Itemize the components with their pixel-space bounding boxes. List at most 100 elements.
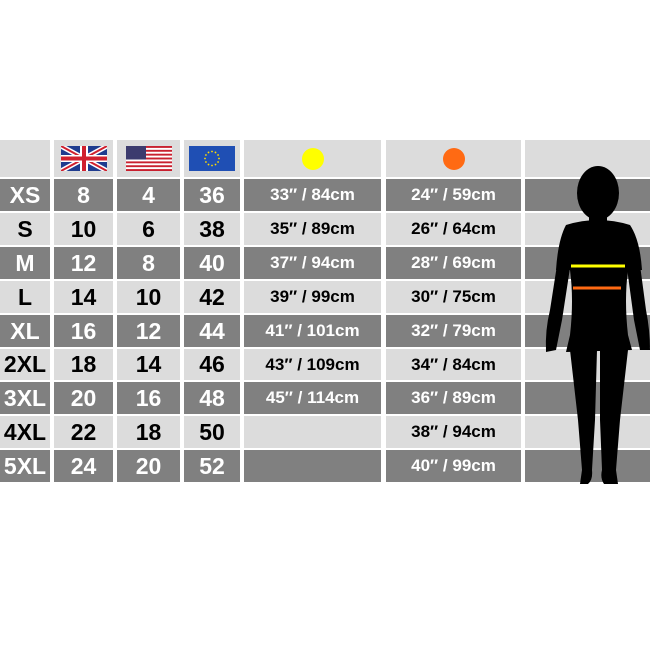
waist-cell-text: 28″ / 69cm xyxy=(411,253,496,272)
eu-cell: 40 xyxy=(184,247,240,279)
eu-cell: 38 xyxy=(184,213,240,245)
uk-cell: 22 xyxy=(54,416,113,448)
waist-cell-text: 38″ / 94cm xyxy=(411,422,496,441)
header-cell xyxy=(386,140,521,177)
bust-cell: 37″ / 94cm xyxy=(244,247,381,279)
us-cell: 4 xyxy=(117,179,180,211)
uk-cell: 14 xyxy=(54,281,113,313)
uk-flag-icon xyxy=(60,146,107,171)
bust-cell: 43″ / 109cm xyxy=(244,349,381,380)
eu-cell-text: 52 xyxy=(199,452,225,479)
waist-cell: 30″ / 75cm xyxy=(386,281,521,313)
us-cell: 10 xyxy=(117,281,180,313)
uk-cell-text: 14 xyxy=(70,283,97,310)
bust-cell: 41″ / 101cm xyxy=(244,315,381,347)
size-cell-text: 3XL xyxy=(3,384,47,411)
bust-cell-text: 33″ / 84cm xyxy=(270,185,355,204)
eu-cell-text: 50 xyxy=(199,418,225,445)
eu-cell-text: 38 xyxy=(199,215,225,242)
bust-cell: 33″ / 84cm xyxy=(244,179,381,211)
eu-cell: 50 xyxy=(184,416,240,448)
size-cell-text: L xyxy=(17,283,33,310)
uk-cell-text: 16 xyxy=(70,317,97,344)
uk-cell-text: 8 xyxy=(77,181,90,208)
us-cell-text: 8 xyxy=(142,249,155,276)
bust-cell-text: 35″ / 89cm xyxy=(270,219,355,238)
size-cell: S xyxy=(0,213,50,245)
us-cell: 14 xyxy=(117,349,180,380)
us-cell-text: 10 xyxy=(135,283,162,310)
eu-cell: 42 xyxy=(184,281,240,313)
bust-cell-text: 41″ / 101cm xyxy=(265,321,360,340)
bust-cell: 39″ / 99cm xyxy=(244,281,381,313)
waist-cell: 34″ / 84cm xyxy=(386,349,521,380)
eu-cell-text: 42 xyxy=(199,283,225,310)
eu-cell: 36 xyxy=(184,179,240,211)
us-cell-text: 16 xyxy=(135,384,162,411)
eu-cell: 52 xyxy=(184,450,240,482)
header-cell xyxy=(244,140,381,177)
size-cell-text: S xyxy=(17,215,33,242)
bust-cell-text: 37″ / 94cm xyxy=(270,253,355,272)
waist-cell: 32″ / 79cm xyxy=(386,315,521,347)
waist-cell: 40″ / 99cm xyxy=(386,450,521,482)
orange-dot-icon xyxy=(442,147,465,170)
us-cell: 6 xyxy=(117,213,180,245)
waist-cell-text: 30″ / 75cm xyxy=(411,287,496,306)
bust-cell-text: 45″ / 114cm xyxy=(265,388,360,407)
us-cell-text: 20 xyxy=(135,452,162,479)
waist-cell-text: 34″ / 84cm xyxy=(411,354,496,374)
eu-cell: 44 xyxy=(184,315,240,347)
uk-cell: 20 xyxy=(54,382,113,414)
eu-cell-text: 46 xyxy=(199,351,225,377)
uk-cell: 16 xyxy=(54,315,113,347)
uk-cell: 10 xyxy=(54,213,113,245)
bust-cell-text: 39″ / 99cm xyxy=(270,287,355,306)
us-flag-icon xyxy=(125,146,172,171)
us-cell-text: 14 xyxy=(135,351,162,377)
header-cell xyxy=(184,140,240,177)
size-cell-text: 4XL xyxy=(3,418,47,445)
us-cell: 12 xyxy=(117,315,180,347)
uk-cell: 12 xyxy=(54,247,113,279)
bust-cell-text: 43″ / 109cm xyxy=(265,354,360,374)
yellow-dot-icon xyxy=(301,147,324,170)
bust-cell: 45″ / 114cm xyxy=(244,382,381,414)
size-cell-text: M xyxy=(15,249,35,276)
size-cell-text: 2XL xyxy=(3,351,47,377)
uk-cell-text: 10 xyxy=(70,215,97,242)
bust-cell xyxy=(244,450,381,482)
waist-cell-text: 26″ / 64cm xyxy=(411,219,496,238)
size-cell-text: XS xyxy=(9,181,41,208)
size-cell-text: 5XL xyxy=(3,452,47,479)
waist-cell-text: 24″ / 59cm xyxy=(411,185,496,204)
size-cell-text: XL xyxy=(10,317,40,344)
size-cell: 4XL xyxy=(0,416,50,448)
size-cell: M xyxy=(0,247,50,279)
waist-cell: 24″ / 59cm xyxy=(386,179,521,211)
size-cell: 5XL xyxy=(0,450,50,482)
us-cell-text: 12 xyxy=(135,317,162,344)
header-cell xyxy=(54,140,113,177)
eu-cell-text: 36 xyxy=(199,181,225,208)
waist-cell-text: 36″ / 89cm xyxy=(411,388,496,407)
uk-cell-text: 22 xyxy=(70,418,97,445)
header-cell xyxy=(0,140,50,177)
bust-cell: 35″ / 89cm xyxy=(244,213,381,245)
eu-cell-text: 40 xyxy=(199,249,225,276)
waist-cell-text: 40″ / 99cm xyxy=(411,456,496,475)
us-cell: 18 xyxy=(117,416,180,448)
size-cell: XL xyxy=(0,315,50,347)
uk-cell: 18 xyxy=(54,349,113,380)
uk-cell-text: 12 xyxy=(70,249,97,276)
bust-cell xyxy=(244,416,381,448)
size-cell: 2XL xyxy=(0,349,50,380)
eu-cell-text: 48 xyxy=(199,384,225,411)
waist-cell: 26″ / 64cm xyxy=(386,213,521,245)
uk-cell-text: 20 xyxy=(70,384,97,411)
uk-cell-text: 18 xyxy=(70,351,97,377)
size-cell: L xyxy=(0,281,50,313)
size-cell: XS xyxy=(0,179,50,211)
size-cell: 3XL xyxy=(0,382,50,414)
